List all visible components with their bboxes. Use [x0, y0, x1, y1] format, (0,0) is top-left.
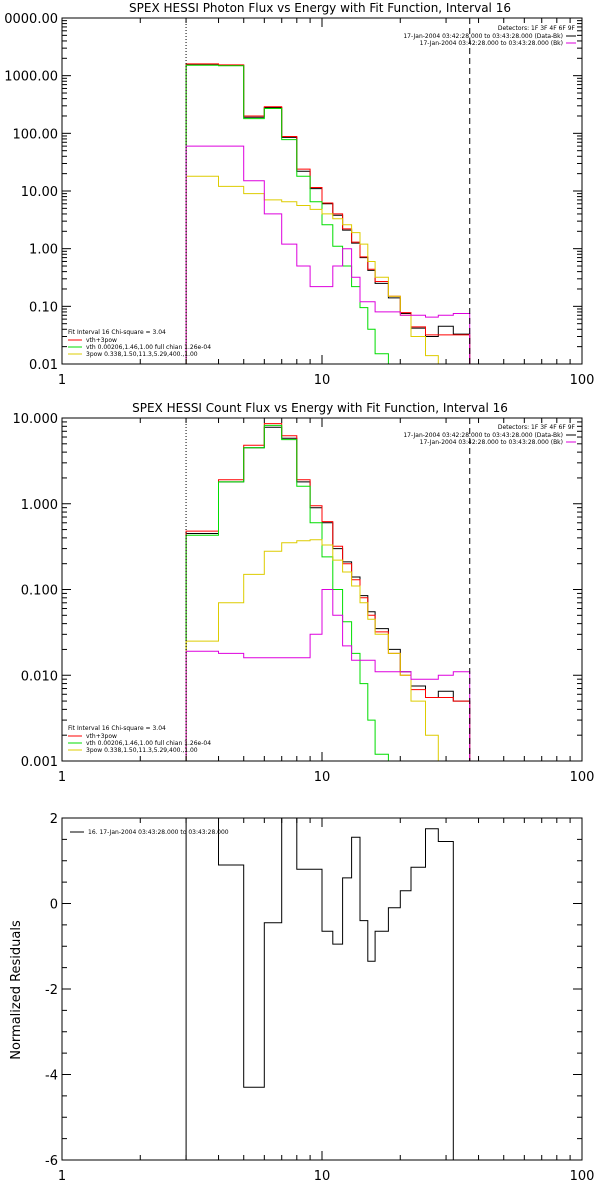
photon-legend-vth: vth 0.00206,1.46,1.00 full chian 1.26e-0…: [86, 344, 211, 351]
count-tick-layer: 1 10 100 0.001 0.010 0.100 1.000 10.000: [13, 412, 595, 785]
count-legend-3pow: 3pow 0.338,1.50,11.3,5.29,400.,1.00: [86, 747, 198, 754]
photon-legend-fit: Fit Interval 16 Chi-square = 3.04: [68, 329, 166, 336]
photon-y-tick-label-2: 1.00: [29, 243, 58, 258]
residual-y-tick-label-0: -6: [45, 1154, 58, 1169]
panel-photon-flux: SPEX HESSI Photon Flux vs Energy with Fi…: [4, 1, 594, 388]
photon-y-tick-label-3: 10.00: [21, 185, 58, 200]
photon-x-tick-label-0: 1: [58, 373, 66, 388]
count-y-tick-label-1: 0.010: [21, 669, 58, 684]
photon-series-layer: [185, 63, 471, 365]
residual-x-tick-label-1: 10: [314, 1169, 331, 1184]
count-y-tick-label-0: 0.001: [21, 755, 58, 770]
count-legend-vth: vth 0.00206,1.46,1.00 full chian 1.26e-0…: [86, 740, 211, 747]
count-vline-layer: [185, 418, 471, 761]
count-y-tick-label-2: 0.100: [21, 584, 58, 599]
count-series-2: [185, 424, 470, 762]
count-x-tick-label-0: 1: [58, 770, 66, 785]
count-legend-fit: Fit Interval 16 Chi-square = 3.04: [68, 725, 166, 732]
panel-count-flux: SPEX HESSI Count Flux vs Energy with Fit…: [13, 401, 595, 785]
photon-y-tick-label-0: 0.01: [29, 358, 58, 373]
residual-y-tick-label-4: 2: [50, 812, 58, 827]
count-series-0: [185, 426, 471, 761]
residual-y-tick-label-2: -2: [45, 983, 58, 998]
photon-legend-total: vth+3pow: [86, 337, 117, 344]
photon-vline-layer: [185, 18, 471, 364]
residual-series-layer: [185, 817, 454, 1160]
residual-y-axis-label: Normalized Residuals: [9, 920, 24, 1060]
photon-series-4: [185, 145, 471, 364]
residual-series-0: [185, 817, 454, 1160]
count-series-4: [185, 589, 471, 761]
photon-series-2: [185, 64, 470, 365]
residual-legend-label: 16. 17-Jan-2004 03:43:28.000 to 03:43:28…: [88, 829, 229, 836]
photon-y-tick-label-4: 100.00: [13, 127, 59, 142]
photon-y-tick-label-5: 1000.00: [4, 70, 58, 85]
photon-tick-layer: 1 10 100 0.01 0.10 1.00 10.00 100.00 1000.00 0000…: [4, 12, 594, 388]
residual-x-tick-label-2: 100: [570, 1169, 595, 1184]
count-y-tick-label-3: 1.000: [21, 498, 58, 513]
photon-x-tick-label-2: 100: [570, 373, 595, 388]
count-series-1: [185, 423, 471, 761]
residual-y-tick-label-3: 0: [50, 898, 58, 913]
count-legend-bk: 17-Jan-2004 03:42:28.000 to 03:43:28.000…: [420, 439, 563, 446]
photon-legend-3pow: 3pow 0.338,1.50,11.3,5.29,400.,1.00: [86, 351, 198, 358]
count-series-layer: [185, 423, 471, 762]
photon-y-tick-label-6: 0000.00: [4, 12, 58, 27]
panel-residuals: 1 10 100 -6 -4 -2 0 2 Normalized Residuals 16. …: [9, 812, 594, 1184]
photon-x-tick-label-1: 10: [314, 373, 331, 388]
photon-legend-databk: 17-Jan-2004 03:42:28.000 to 03:43:28.000…: [403, 33, 563, 40]
photon-legend-bk: 17-Jan-2004 03:42:28.000 to 03:43:28.000…: [420, 40, 563, 47]
photon-y-tick-label-1: 0.10: [29, 300, 58, 315]
count-x-tick-label-1: 10: [314, 770, 331, 785]
count-x-tick-label-2: 100: [570, 770, 595, 785]
residual-y-tick-label-1: -4: [45, 1069, 58, 1084]
photon-chart-title: SPEX HESSI Photon Flux vs Energy with Fi…: [129, 1, 511, 15]
photon-legend-detectors: Detectors: 1F 3F 4F 6F 9F: [498, 25, 576, 32]
residual-tick-layer: 1 10 100 -6 -4 -2 0 2: [45, 812, 594, 1184]
count-series-3: [185, 539, 470, 762]
residual-x-tick-label-0: 1: [58, 1169, 66, 1184]
count-chart-title: SPEX HESSI Count Flux vs Energy with Fit…: [132, 401, 508, 415]
count-legend-databk: 17-Jan-2004 03:42:28.000 to 03:43:28.000…: [403, 432, 563, 439]
count-legend-total: vth+3pow: [86, 733, 117, 740]
count-y-tick-label-4: 10.000: [13, 412, 59, 427]
count-legend-detectors: Detectors: 1F 3F 4F 6F 9F: [498, 424, 576, 431]
photon-series-3: [185, 175, 470, 365]
